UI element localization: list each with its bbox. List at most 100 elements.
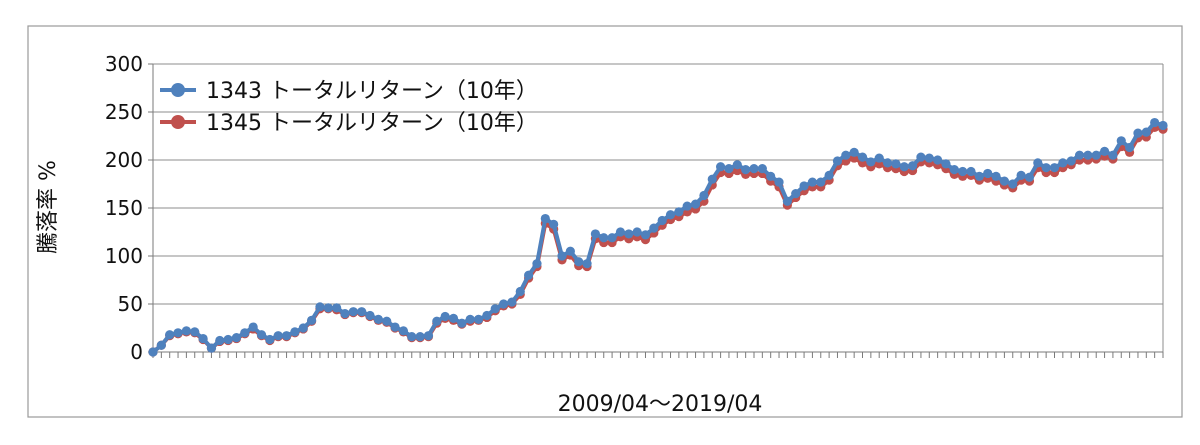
series-1-point: [432, 316, 442, 326]
series-1-point: [665, 210, 676, 220]
y-tick-label: 150: [105, 196, 143, 220]
series-1-point: [515, 286, 525, 297]
series-1-point: [457, 318, 467, 328]
series-1-point: [465, 314, 475, 324]
series-1-point: [649, 223, 659, 233]
legend-swatch-marker: [171, 115, 185, 129]
series-1-point: [482, 310, 492, 321]
series-1-point: [1158, 120, 1168, 131]
series-1-point: [757, 164, 767, 174]
series-1-point: [223, 334, 233, 345]
series-1-point: [599, 233, 609, 243]
series-1-point: [156, 340, 166, 350]
series-1-point: [173, 328, 183, 338]
series-1-point: [958, 166, 968, 177]
series-1-point: [966, 166, 976, 177]
series-1-point: [565, 246, 575, 256]
y-tick-label: 250: [105, 100, 143, 124]
series-1-point: [607, 233, 617, 243]
series-1-point: [1125, 142, 1135, 153]
series-1-point: [323, 303, 333, 313]
series-1-point: [256, 330, 267, 340]
series-1-point: [749, 164, 759, 174]
y-tick-label: 0: [130, 340, 143, 364]
series-1: [148, 117, 1168, 357]
series-1-point: [390, 322, 400, 332]
series-1-point: [498, 299, 509, 309]
series-1-point: [549, 219, 559, 229]
series-1-point: [849, 147, 859, 157]
x-axis-title: 2009/04～2019/04: [558, 392, 763, 417]
y-tick-label: 50: [118, 292, 143, 316]
series-1-point: [799, 181, 809, 191]
series-1-point: [657, 215, 667, 226]
series-1-point: [574, 257, 584, 267]
series-1-point: [1024, 172, 1035, 182]
series-1-point: [540, 213, 550, 224]
y-tick-label: 100: [105, 244, 143, 268]
legend-label: 1345 トータルリターン（10年）: [206, 111, 538, 136]
series-1-point: [373, 314, 383, 324]
series-1-point: [615, 227, 626, 237]
series-1-point: [1041, 163, 1051, 173]
series-1-point: [991, 171, 1001, 181]
series-1-point: [1133, 128, 1143, 138]
series-1-point: [791, 189, 801, 199]
series-1-point: [874, 153, 884, 163]
legend-item-2: 1345 トータルリターン（10年）: [160, 111, 538, 136]
series-1-point: [198, 333, 208, 344]
series-1-point: [348, 307, 358, 317]
legend-label: 1343 トータルリターン（10年）: [206, 79, 538, 104]
series-1-point: [1141, 127, 1151, 137]
series-1-point: [148, 347, 158, 357]
series-1-point: [215, 335, 225, 346]
series-1-point: [782, 196, 792, 206]
series-1-point: [181, 326, 191, 336]
series-1-point: [524, 270, 534, 280]
series-group: [148, 117, 1168, 357]
series-1-point: [866, 157, 876, 167]
series-1-point: [290, 327, 300, 337]
series-1-point: [265, 334, 275, 345]
series-1-point: [882, 158, 893, 168]
series-1-point: [999, 176, 1010, 186]
series-1-point: [407, 332, 417, 342]
series-1-point: [682, 201, 692, 211]
series-1-point: [816, 177, 826, 187]
series-1-point: [165, 330, 175, 340]
series-1-point: [248, 322, 258, 332]
axes: 0 50 100 150 200 250 300: [105, 52, 1164, 364]
series-1-point: [473, 314, 484, 324]
series-1-point: [857, 152, 868, 162]
series-1-point: [674, 207, 684, 217]
series-1-point: [382, 316, 392, 326]
series-1-point: [1150, 117, 1160, 128]
series-1-point: [716, 162, 726, 172]
series-1-point: [949, 165, 959, 175]
series-1-point: [699, 190, 709, 201]
series-1-point: [507, 297, 517, 307]
series-1-point: [640, 230, 651, 240]
series-1-point: [1116, 136, 1126, 146]
series-1-point: [741, 165, 751, 175]
series-1-point: [724, 164, 734, 174]
series-1-point: [590, 229, 601, 239]
series-1-point: [490, 304, 500, 314]
series-1-point: [941, 159, 951, 169]
series-1-point: [1008, 179, 1018, 189]
series-1-point: [307, 315, 317, 325]
series-1-point: [332, 303, 342, 313]
y-axis-title: 騰落率 %: [36, 160, 61, 254]
series-1-point: [690, 199, 701, 209]
series-1-point: [1058, 158, 1068, 168]
series-1-point: [632, 227, 642, 237]
series-1-point: [832, 156, 843, 166]
y-tick-label: 200: [105, 148, 143, 172]
series-1-point: [1016, 170, 1026, 180]
series-1-point: [273, 331, 283, 341]
series-1-point: [1083, 150, 1093, 160]
legend-item-1: 1343 トータルリターン（10年）: [160, 79, 538, 104]
series-1-point: [415, 332, 425, 342]
